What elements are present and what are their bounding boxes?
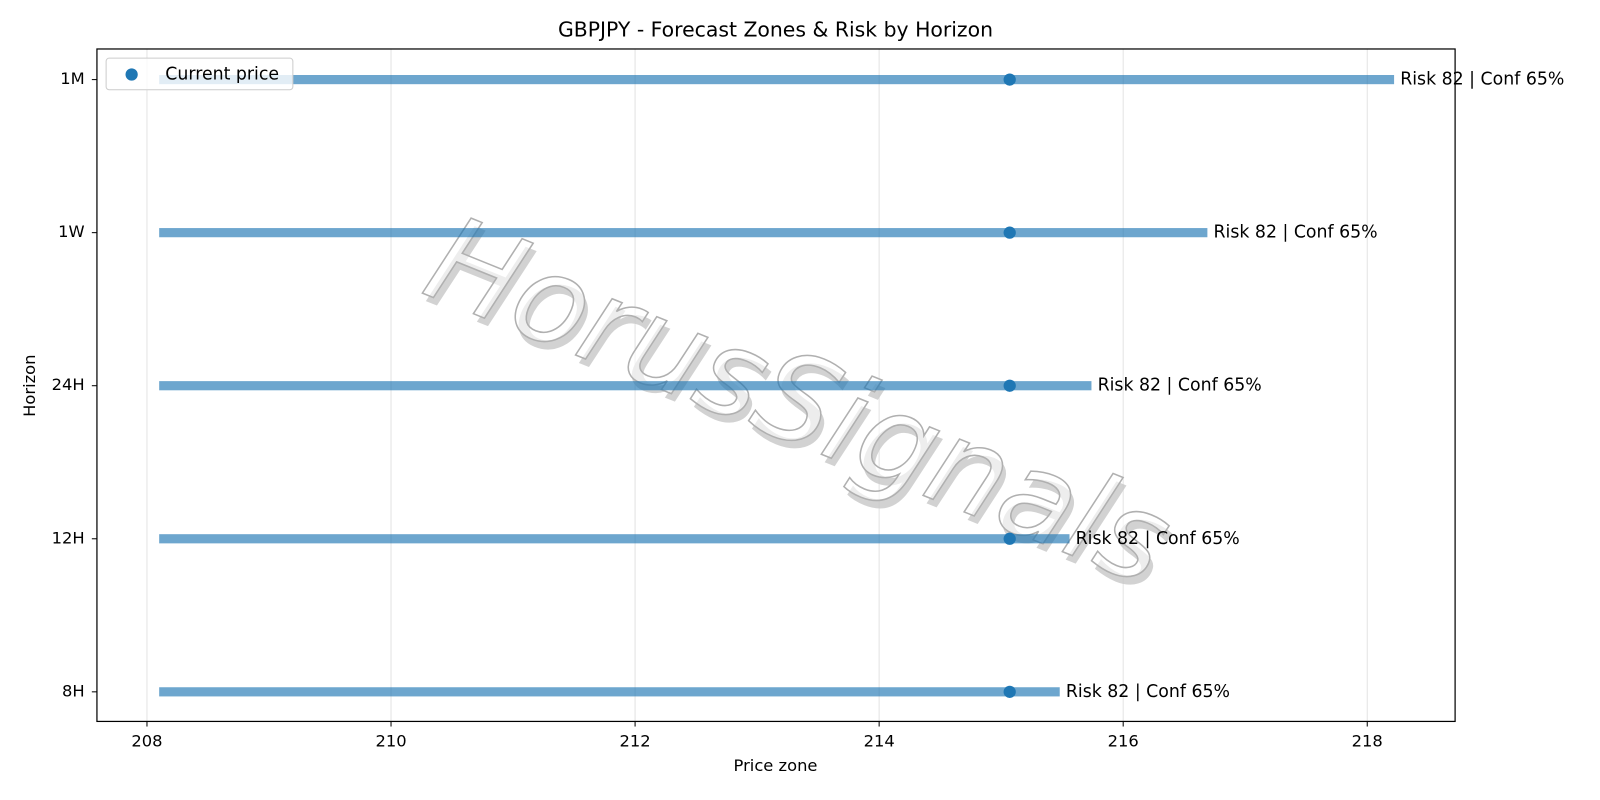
range-bar <box>159 534 1070 544</box>
range-label: Risk 82 | Conf 65% <box>1066 682 1230 702</box>
current-price-dot <box>1003 73 1016 86</box>
range-bar <box>159 75 1395 85</box>
legend-box <box>105 57 294 91</box>
legend: Current price <box>105 57 294 91</box>
y-axis-label: Horizon <box>20 355 39 417</box>
x-tick-label: 210 <box>375 731 406 750</box>
range-label: Risk 82 | Conf 65% <box>1400 70 1564 90</box>
y-tick-label: 1M <box>60 69 84 88</box>
x-axis-label: Price zone <box>734 756 818 775</box>
range-bar <box>159 381 1092 391</box>
range-label: Risk 82 | Conf 65% <box>1076 529 1240 549</box>
range-bar <box>159 687 1060 697</box>
x-tick-label: 218 <box>1352 731 1383 750</box>
legend-marker <box>125 68 138 81</box>
range-label: Risk 82 | Conf 65% <box>1214 223 1378 243</box>
current-price-dot <box>1003 226 1016 239</box>
chart-title: GBPJPY - Forecast Zones & Risk by Horizo… <box>558 18 993 42</box>
legend-label: Current price <box>165 64 279 84</box>
current-price-dot <box>1003 532 1016 545</box>
current-price-dot <box>1003 379 1016 392</box>
x-tick-label: 216 <box>1108 731 1139 750</box>
y-tick-label: 24H <box>52 375 85 394</box>
plot: Risk 82 | Conf 65% Risk 82 | Conf 65% Risk… <box>159 70 1564 702</box>
y-tick-label: 12H <box>52 528 85 547</box>
current-price-dot <box>1003 685 1016 698</box>
range-bar <box>159 228 1208 238</box>
x-tick-label: 214 <box>864 731 895 750</box>
x-tick-label: 212 <box>620 731 651 750</box>
range-label: Risk 82 | Conf 65% <box>1098 376 1262 396</box>
x-tick-label: 208 <box>131 731 162 750</box>
y-tick-label: 8H <box>62 681 85 700</box>
y-tick-label: 1W <box>58 222 85 241</box>
